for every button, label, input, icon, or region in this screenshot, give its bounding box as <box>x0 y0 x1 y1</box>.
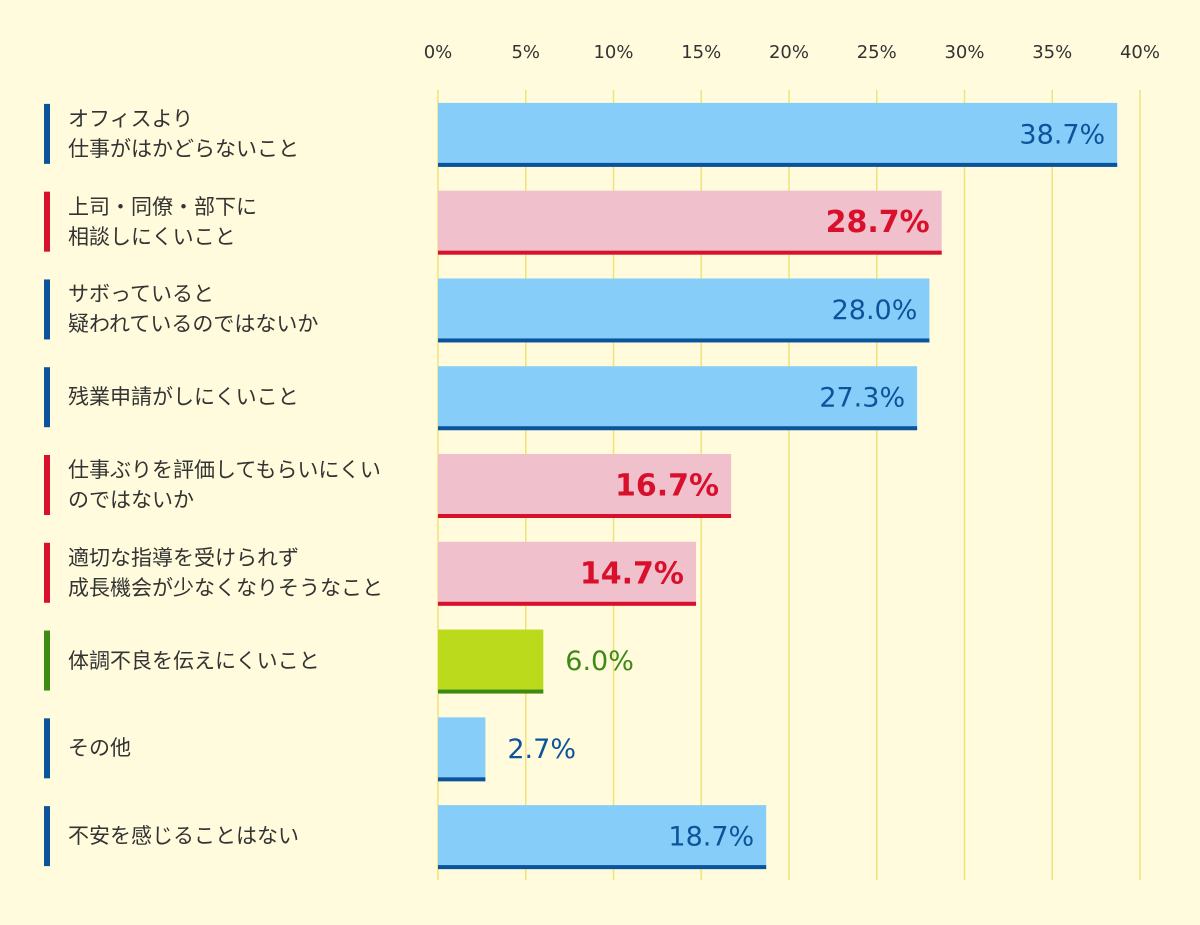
bar <box>438 541 696 606</box>
x-tick-label: 30% <box>944 42 984 63</box>
category-marker <box>44 542 50 603</box>
category-marker <box>44 630 50 691</box>
bar-underline <box>438 426 918 431</box>
value-label: 2.7% <box>507 734 576 765</box>
x-tick-label: 25% <box>857 42 897 63</box>
x-tick-label: 35% <box>1032 42 1072 63</box>
category-label: その他 <box>68 736 131 761</box>
bar <box>438 102 1118 167</box>
bar-underline <box>438 689 544 694</box>
category-label: 残業申請がしにくいこと <box>68 385 299 410</box>
category-marker <box>44 367 50 428</box>
x-tick-label: 10% <box>593 42 633 63</box>
category-marker <box>44 806 50 867</box>
bar <box>438 278 930 343</box>
bar-underline <box>438 250 942 255</box>
value-label: 18.7% <box>668 822 754 853</box>
value-label: 28.7% <box>826 205 930 240</box>
category-label: サボっていると 疑われているのではないか <box>68 282 319 337</box>
category-label: オフィスより 仕事がはかどらないこと <box>68 106 299 161</box>
bar-underline <box>438 514 732 518</box>
x-tick-label: 15% <box>681 42 721 63</box>
bar-underline <box>438 162 1118 167</box>
bar-underline <box>438 865 767 870</box>
bar <box>438 805 767 870</box>
category-marker <box>44 103 50 164</box>
bar <box>438 454 732 518</box>
bar <box>438 366 918 431</box>
bar <box>438 190 942 255</box>
value-label: 38.7% <box>1019 119 1105 150</box>
category-label: 不安を感じることはない <box>68 824 299 849</box>
category-label: 適切な指導を受けられず 成長機会が少なくなりそうなこと <box>68 545 383 600</box>
category-label: 体調不良を伝えにくいこと <box>68 648 320 673</box>
bar-underline <box>438 777 486 782</box>
value-label: 14.7% <box>580 556 684 591</box>
x-tick-label: 5% <box>511 42 540 63</box>
bar <box>438 629 544 694</box>
value-label: 6.0% <box>565 646 634 677</box>
category-label: 上司・同僚・部下に 相談しにくいこと <box>68 194 257 249</box>
bar <box>438 717 486 782</box>
x-tick-label: 0% <box>424 42 453 63</box>
category-marker <box>44 279 50 340</box>
value-label: 16.7% <box>615 469 719 504</box>
bar-underline <box>438 338 930 343</box>
value-label: 27.3% <box>819 383 905 414</box>
value-label: 28.0% <box>832 295 918 326</box>
category-marker <box>44 455 50 515</box>
category-marker <box>44 718 50 779</box>
category-marker <box>44 191 50 252</box>
category-label: 仕事ぶりを評価してもらいにくい のではないか <box>68 458 381 512</box>
bar-underline <box>438 601 696 606</box>
x-tick-label: 40% <box>1120 42 1160 63</box>
x-tick-label: 20% <box>769 42 809 63</box>
